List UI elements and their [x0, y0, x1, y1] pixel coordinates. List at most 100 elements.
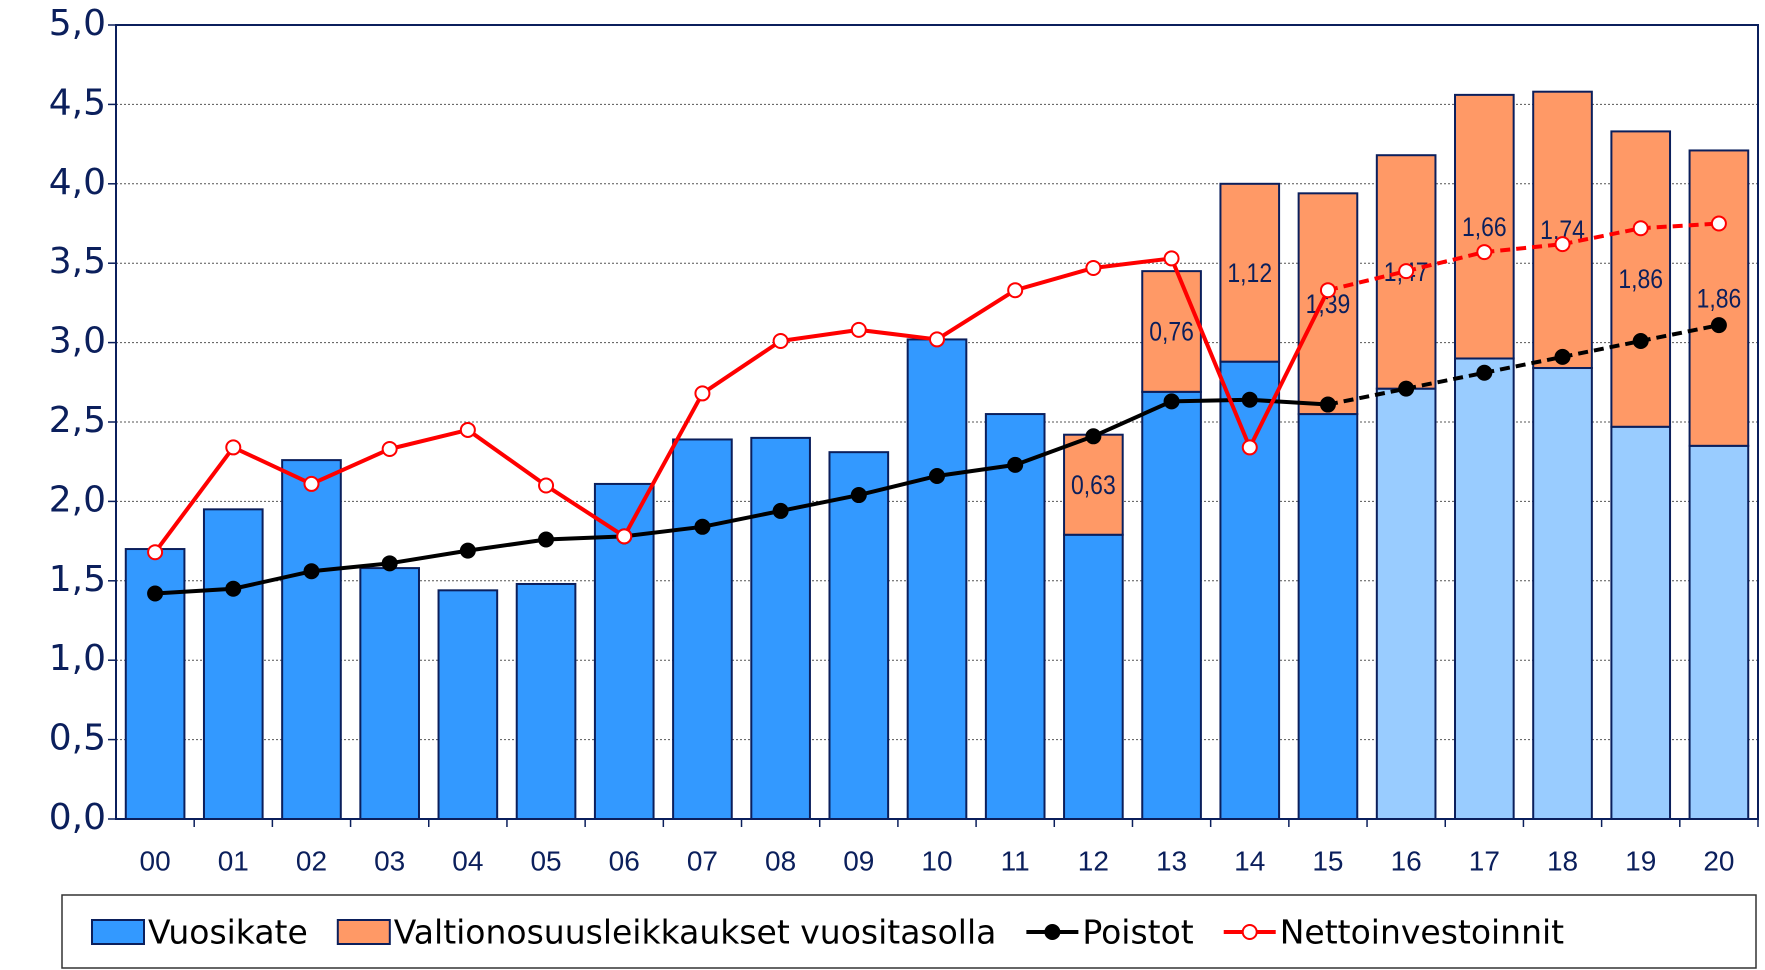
- line-segment: [1014, 266, 1094, 293]
- y-tick-label: 0,0: [49, 797, 106, 838]
- y-tick-label: 2,0: [49, 479, 106, 520]
- line-segment: [153, 446, 235, 554]
- bar: [1454, 93, 1515, 360]
- line-marker: [694, 518, 711, 535]
- line-marker: [1710, 317, 1727, 334]
- y-tick-label: 3,5: [49, 241, 106, 282]
- line-marker: [772, 502, 789, 519]
- legend-label: Valtionosuusleikkaukset vuositasolla: [394, 913, 997, 952]
- line-segment: [1640, 323, 1720, 343]
- bar: [1219, 182, 1281, 363]
- bar: [1375, 387, 1437, 820]
- legend-swatch: [336, 919, 391, 945]
- line-marker: [381, 440, 398, 457]
- legend-label: Poistot: [1082, 913, 1193, 952]
- line-marker: [1163, 250, 1180, 267]
- line-segment: [858, 327, 938, 342]
- x-tick-label: 18: [1547, 845, 1578, 876]
- bar: [1610, 130, 1672, 428]
- line-segment: [1093, 256, 1172, 270]
- line-segment: [1640, 221, 1720, 231]
- line-marker: [1319, 282, 1336, 299]
- x-tick-label: 06: [609, 845, 640, 876]
- line-segment: [1171, 397, 1250, 404]
- y-tick-label: 0,5: [49, 718, 106, 759]
- bar: [1532, 367, 1593, 820]
- legend-label: Nettoinvestoinnit: [1280, 913, 1564, 952]
- x-tick-label: 17: [1469, 845, 1500, 876]
- x-tick-label: 09: [843, 845, 874, 876]
- line-segment: [858, 474, 938, 497]
- x-tick-label: 20: [1703, 845, 1734, 876]
- bar: [1297, 413, 1359, 820]
- data-label: 1,12: [1227, 258, 1272, 288]
- line-segment: [232, 445, 313, 486]
- x-tick-label: 04: [452, 845, 483, 876]
- line-marker: [147, 585, 164, 602]
- line-segment: [154, 586, 234, 596]
- line-marker: [303, 563, 320, 580]
- line-marker: [1007, 282, 1024, 299]
- line-segment: [545, 534, 625, 542]
- line-segment: [780, 327, 860, 343]
- bar: [1454, 357, 1515, 820]
- x-tick-label: 14: [1234, 845, 1265, 876]
- line-segment: [389, 427, 469, 451]
- x-tick-label: 19: [1625, 845, 1656, 876]
- bar: [828, 451, 890, 820]
- x-tick-label: 01: [218, 845, 249, 876]
- y-tick-label: 2,5: [49, 400, 106, 441]
- line-marker: [772, 333, 789, 350]
- bar: [359, 567, 420, 821]
- data-label: 1,86: [1618, 265, 1663, 295]
- line-marker: [929, 467, 945, 484]
- line-marker: [381, 555, 398, 572]
- y-tick-label: 1,5: [49, 559, 106, 600]
- bar: [281, 459, 342, 820]
- line-segment: [389, 548, 469, 566]
- line-marker: [1085, 259, 1102, 276]
- x-tick-label: 11: [1001, 845, 1030, 876]
- line-segment: [1405, 370, 1485, 391]
- line-marker: [1241, 439, 1258, 456]
- line-marker: [1710, 215, 1727, 232]
- line-segment: [1014, 434, 1095, 467]
- line-marker: [459, 542, 476, 559]
- line-marker: [1085, 428, 1102, 445]
- legend-marker: [1241, 924, 1258, 940]
- line-segment: [702, 508, 782, 529]
- line-segment: [544, 483, 626, 539]
- x-tick-label: 13: [1156, 845, 1187, 876]
- line-marker: [303, 475, 320, 492]
- line-marker: [1554, 348, 1571, 365]
- line-segment: [1249, 397, 1329, 407]
- legend-marker: [1044, 924, 1061, 940]
- legend-swatch: [91, 919, 145, 945]
- line-marker: [1476, 364, 1493, 381]
- line-marker: [538, 477, 555, 494]
- bar: [750, 436, 811, 820]
- x-tick-label: 00: [140, 845, 171, 876]
- line-segment: [935, 288, 1017, 342]
- line-marker: [1476, 244, 1493, 261]
- line-segment: [623, 524, 703, 539]
- line-segment: [1562, 339, 1642, 359]
- bar: [202, 508, 264, 820]
- data-label: 1,86: [1697, 284, 1742, 314]
- line-segment: [1247, 289, 1330, 449]
- y-tick-label: 4,0: [49, 162, 106, 203]
- bar: [1688, 149, 1750, 447]
- y-tick-label: 4,5: [49, 82, 106, 123]
- line-marker: [1554, 236, 1571, 253]
- y-tick-label: 3,0: [49, 321, 106, 362]
- line-marker: [1398, 380, 1415, 397]
- bar: [1610, 425, 1672, 820]
- line-marker: [1241, 391, 1258, 408]
- line-segment: [466, 428, 548, 488]
- line-segment: [1484, 242, 1563, 255]
- bar: [515, 582, 577, 821]
- x-tick-label: 03: [374, 845, 405, 876]
- bar: [437, 589, 499, 820]
- line-marker: [538, 531, 555, 548]
